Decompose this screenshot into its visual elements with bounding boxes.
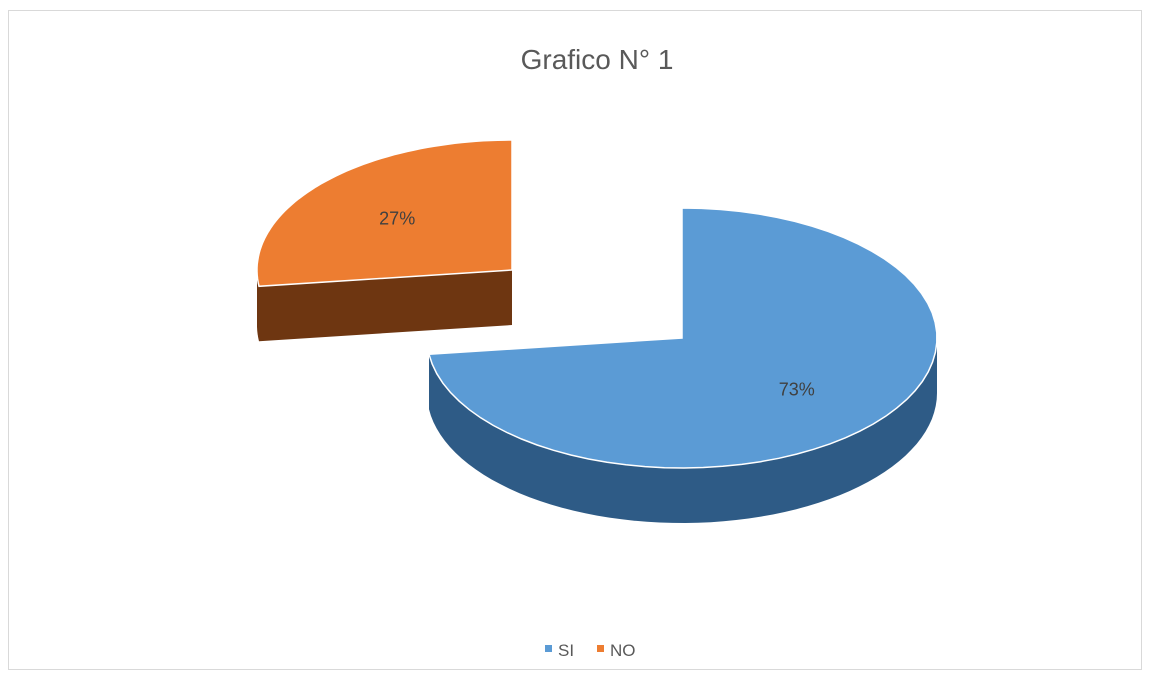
legend-marker-si bbox=[545, 645, 552, 652]
pie-slice-si-top bbox=[427, 207, 938, 469]
legend-label-si: SI bbox=[558, 641, 574, 660]
pie-slice-no: 27% bbox=[256, 139, 513, 342]
pie-slice-no-top bbox=[256, 139, 513, 288]
chart-title: Grafico N° 1 bbox=[521, 44, 674, 75]
legend-marker-no bbox=[597, 645, 604, 652]
chart-area bbox=[8, 10, 1142, 670]
pie-slice-si-rim bbox=[429, 338, 937, 523]
legend: SI NO bbox=[545, 641, 636, 660]
pie-slice-si: 73% bbox=[427, 207, 938, 523]
data-label-si: 73% bbox=[779, 380, 815, 400]
data-label-no: 27% bbox=[379, 208, 415, 228]
legend-label-no: NO bbox=[610, 641, 636, 660]
pie-slice-no-rim bbox=[257, 270, 259, 342]
pie-slices: 73% 27% bbox=[256, 139, 938, 523]
pie-slice-no-wall-0 bbox=[259, 270, 512, 342]
